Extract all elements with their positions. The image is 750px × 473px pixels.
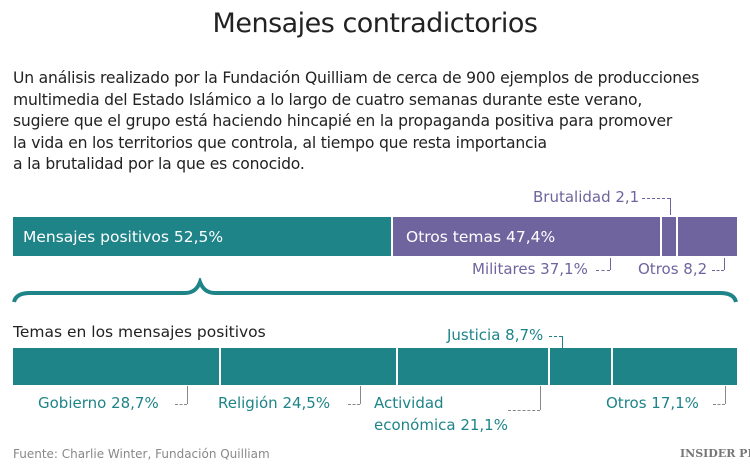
brace [12, 278, 738, 303]
callout-brutalidad-v [670, 198, 671, 215]
label-actividad: Actividad [374, 394, 444, 412]
intro-line: multimedia del Estado Islámico a lo larg… [13, 90, 643, 109]
chart-title: Mensajes contradictorios [212, 8, 538, 39]
bar-segment-gobierno [13, 348, 219, 385]
intro-line: sugiere que el grupo está haciendo hinca… [13, 112, 673, 130]
callout-militares [596, 270, 610, 271]
label-religion: Religión 24,5% [218, 394, 331, 412]
callout-otros-bottom [713, 404, 725, 405]
label-other-total: Otros temas 47,4% [406, 228, 556, 246]
label-positive: Mensajes positivos 52,5% [23, 228, 224, 246]
callout-militares-v [610, 258, 611, 270]
bar-segment-brutalidad [662, 217, 676, 256]
callout-otros-bottom-v [725, 386, 726, 404]
insider-logo: INSIDER PRO [680, 447, 750, 460]
subchart-title: Temas en los mensajes positivos [13, 323, 266, 341]
intro-line: a la brutalidad por la que es conocido. [13, 155, 305, 173]
callout-actividad-v [540, 386, 541, 410]
callout-justicia-v [562, 336, 563, 348]
bar-segment-actividad-económica [397, 348, 549, 385]
source-note: Fuente: Charlie Winter, Fundación Quilli… [13, 447, 270, 461]
callout-religion [348, 404, 360, 405]
bar-segment-mensajes-positivos [13, 217, 392, 256]
label-otros-bottom: Otros 17,1% [606, 394, 699, 412]
label-militares: Militares 37,1% [472, 260, 588, 278]
intro-line: Un análisis realizado por la Fundación Q… [13, 69, 700, 87]
callout-justicia [549, 336, 562, 337]
bar-segment-otros [677, 217, 737, 256]
callout-gobierno-v [187, 386, 188, 404]
callout-otros-top [712, 270, 724, 271]
intro-line: la vida en los territorios que controla,… [13, 133, 547, 152]
bar-segment-religión [220, 348, 396, 385]
callout-religion-v [360, 386, 361, 404]
bar-segment-justicia [550, 348, 612, 385]
callout-brutalidad [642, 198, 670, 199]
bar-segment-otros [613, 348, 737, 385]
label-brutalidad: Brutalidad 2,1 [533, 188, 640, 206]
intro-text: Un análisis realizado por la Fundación Q… [13, 68, 743, 176]
label-gobierno: Gobierno 28,7% [38, 394, 159, 412]
callout-otros-top-v [724, 258, 725, 270]
callout-gobierno [175, 404, 187, 405]
label-otros-top: Otros 8,2 [638, 260, 708, 278]
bar-segment-militares [393, 217, 661, 256]
callout-actividad [508, 410, 540, 411]
label-justicia: Justicia 8,7% [447, 326, 544, 344]
label-actividad-2: económica 21,1% [374, 416, 508, 434]
